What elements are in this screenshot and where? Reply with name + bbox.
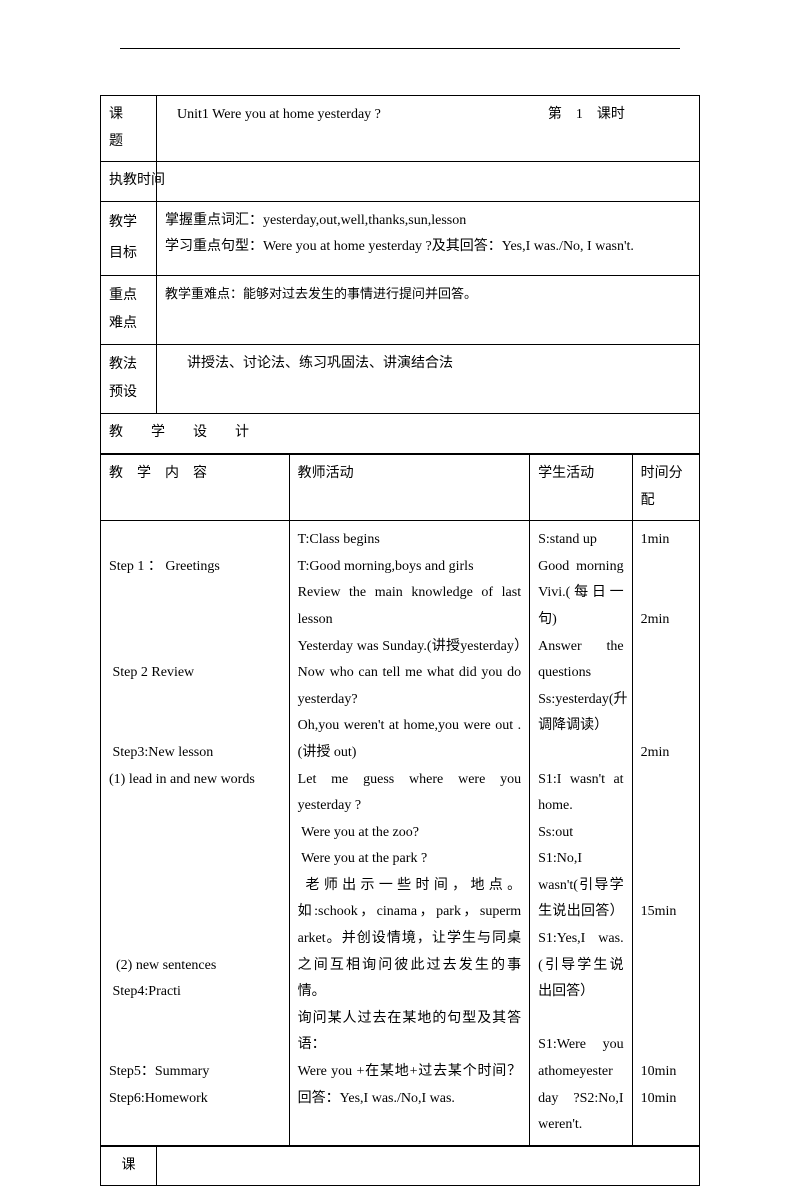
student-col-cell: S:stand up Good morning Vivi.(每日一句) Answ… — [530, 521, 632, 1146]
design-inner-table: 教 学 内 容 教师活动 学生活动 时间分配 Step 1 ： Greeting… — [101, 454, 699, 1146]
row-footer: 课 — [101, 1146, 700, 1186]
goals-line2: 学习重点句型：Were you at home yesterday ?及其回答：… — [165, 234, 691, 261]
topic-label: 课 题 — [101, 96, 157, 162]
design-col-headers: 教 学 内 容 教师活动 学生活动 时间分配 — [101, 454, 699, 520]
method-label-text: 教法预设 — [109, 357, 137, 400]
row-keypoints: 重点难点 教学重难点：能够对过去发生的事情进行提问并回答。 — [101, 276, 700, 345]
col-time-header: 时间分配 — [632, 454, 699, 520]
goals-line1: 掌握重点词汇：yesterday,out,well,thanks,sun,les… — [165, 208, 691, 235]
col-content-header: 教 学 内 容 — [101, 454, 289, 520]
header-rule — [120, 48, 680, 49]
topic-value: Unit1 Were you at home yesterday ? — [177, 107, 381, 122]
keypoints-label-text: 重点难点 — [109, 288, 137, 331]
goals-label: 教学目标 — [101, 201, 157, 276]
footer-label: 课 — [101, 1146, 157, 1186]
row-design-header: 教 学 设 计 — [101, 414, 700, 454]
design-body-row: Step 1 ： Greetings Step 2 Review Step3:N… — [101, 521, 699, 1146]
row-method: 教法预设 讲授法、讨论法、练习巩固法、讲演结合法 — [101, 345, 700, 414]
row-goals: 教学目标 掌握重点词汇：yesterday,out,well,thanks,su… — [101, 201, 700, 276]
teacher-col-cell: T:Class begins T:Good morning,boys and g… — [289, 521, 529, 1146]
time-col-cell: 1min 2min 2min 15min 10min 10min — [632, 521, 699, 1146]
keypoints-label: 重点难点 — [101, 276, 157, 345]
col-student-header: 学生活动 — [530, 454, 632, 520]
col-teacher-header: 教师活动 — [289, 454, 529, 520]
keypoints-text: 教学重难点：能够对过去发生的事情进行提问并回答。 — [157, 276, 700, 345]
topic-value-cell: Unit1 Were you at home yesterday ? 第 1 课… — [157, 96, 700, 162]
row-design-body: 教 学 内 容 教师活动 学生活动 时间分配 Step 1 ： Greeting… — [101, 453, 700, 1146]
teach-time-value — [157, 162, 700, 202]
row-teach-time: 执教时间 — [101, 162, 700, 202]
goals-label-text: 教学目标 — [109, 215, 137, 261]
goals-text: 掌握重点词汇：yesterday,out,well,thanks,sun,les… — [157, 201, 700, 276]
teach-time-label: 执教时间 — [101, 162, 157, 202]
footer-empty — [157, 1146, 700, 1186]
design-header: 教 学 设 计 — [101, 414, 700, 454]
method-text: 讲授法、讨论法、练习巩固法、讲演结合法 — [157, 345, 700, 414]
method-label: 教法预设 — [101, 345, 157, 414]
lesson-plan-table: 课 题 Unit1 Were you at home yesterday ? 第… — [100, 95, 700, 1186]
period-label: 第 1 课时 — [548, 107, 625, 122]
row-topic: 课 题 Unit1 Were you at home yesterday ? 第… — [101, 96, 700, 162]
content-col-cell: Step 1 ： Greetings Step 2 Review Step3:N… — [101, 521, 289, 1146]
